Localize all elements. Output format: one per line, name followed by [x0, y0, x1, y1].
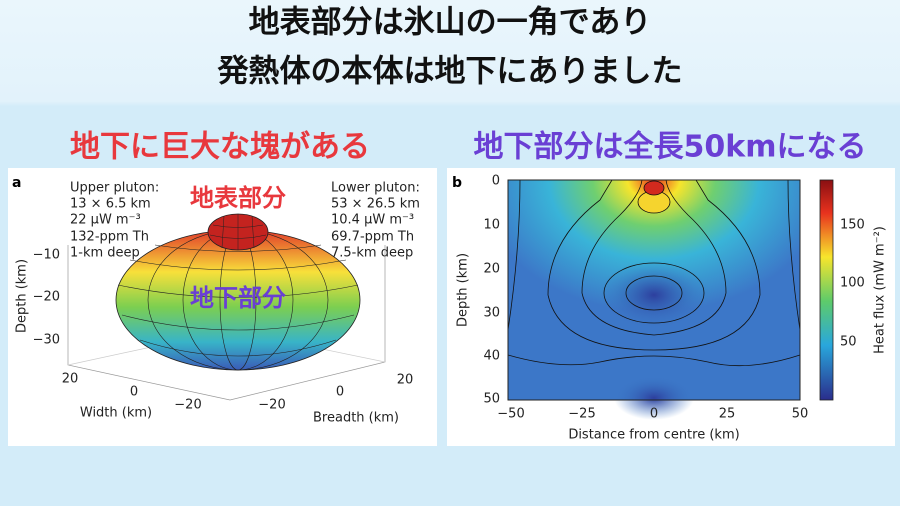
- x-tick-label: 50: [792, 407, 809, 422]
- colorbar: [819, 179, 834, 401]
- panel-letter: a: [12, 175, 21, 191]
- depth-label: Depth (km): [15, 259, 30, 333]
- y-tick-label: 30: [483, 306, 500, 321]
- colorbar-tick: 150: [840, 218, 865, 233]
- surface-label: 地表部分: [190, 184, 286, 212]
- breadth-tick: 20: [397, 373, 414, 388]
- contour: [547, 179, 761, 351]
- title-line: 発熱体の本体は地下にありました: [217, 54, 683, 90]
- width-tick: −20: [174, 398, 201, 413]
- info-line: Lower pluton:: [331, 181, 420, 196]
- contours: [507, 179, 801, 367]
- cap-mesh: [209, 214, 267, 250]
- info-line: 132-ppm Th: [70, 230, 149, 245]
- y-tick-label: 50: [483, 392, 500, 407]
- colorbar-tick: 100: [840, 276, 865, 291]
- x-label: Distance from centre (km): [568, 428, 739, 443]
- info-line: Upper pluton:: [70, 181, 159, 196]
- x-ticks: −50 −25 0 25 50: [497, 407, 808, 422]
- info-line: 1-km deep: [70, 246, 140, 261]
- underground-label: 地下部分: [190, 284, 286, 312]
- heatmap-core: [599, 260, 709, 330]
- info-line: 13 × 6.5 km: [70, 197, 151, 212]
- depth-tick: −30: [33, 333, 60, 348]
- colorbar-label: Heat flux (mW m⁻²): [873, 226, 888, 354]
- depth-tick: −20: [33, 290, 60, 305]
- info-line: 69.7-ppm Th: [331, 230, 414, 245]
- heatmap-deep: [614, 376, 694, 420]
- upper-pluton-text: Upper pluton: 13 × 6.5 km 22 μW m⁻³ 132-…: [70, 181, 159, 261]
- y-label: Depth (km): [456, 253, 471, 327]
- left-heading: 地下に巨大な塊がある: [70, 130, 370, 165]
- plot-frame: [507, 179, 801, 401]
- x-tick-label: −50: [497, 407, 524, 422]
- info-line: 22 μW m⁻³: [70, 213, 141, 228]
- breadth-tick: 0: [336, 385, 344, 400]
- breadth-tick: −20: [258, 398, 285, 413]
- x-tick-label: −25: [568, 407, 595, 422]
- y-tick-label: 10: [483, 218, 500, 233]
- x-tick-label: 25: [719, 407, 736, 422]
- info-line: 7.5-km deep: [331, 246, 413, 261]
- x-tick-label: 0: [650, 407, 658, 422]
- width-tick: 20: [62, 372, 79, 387]
- width-tick: 0: [130, 385, 138, 400]
- title-line: 地表部分は氷山の一角であり: [249, 5, 652, 41]
- y-ticks: 0 10 20 30 40 50: [483, 174, 500, 407]
- contour: [581, 179, 727, 336]
- y-tick-label: 20: [483, 262, 500, 277]
- info-line: 53 × 26.5 km: [331, 197, 420, 212]
- contour: [507, 179, 801, 367]
- lower-pluton-text: Lower pluton: 53 × 26.5 km 10.4 μW m⁻³ 6…: [331, 181, 420, 261]
- right-heading: 地下部分は全長50kmになる: [474, 130, 867, 165]
- depth-tick: −10: [33, 248, 60, 263]
- y-tick-label: 0: [492, 174, 500, 189]
- contour: [643, 180, 665, 196]
- mesh-line: [117, 244, 359, 357]
- contour: [603, 262, 705, 324]
- contour: [625, 275, 683, 311]
- y-tick-label: 40: [483, 349, 500, 364]
- panel-letter: b: [452, 175, 462, 191]
- width-label: Width (km): [80, 406, 152, 421]
- colorbar-tick: 50: [840, 335, 857, 350]
- info-line: 10.4 μW m⁻³: [331, 213, 414, 228]
- breadth-label: Breadth (km): [313, 411, 399, 426]
- box-edge: [67, 245, 386, 401]
